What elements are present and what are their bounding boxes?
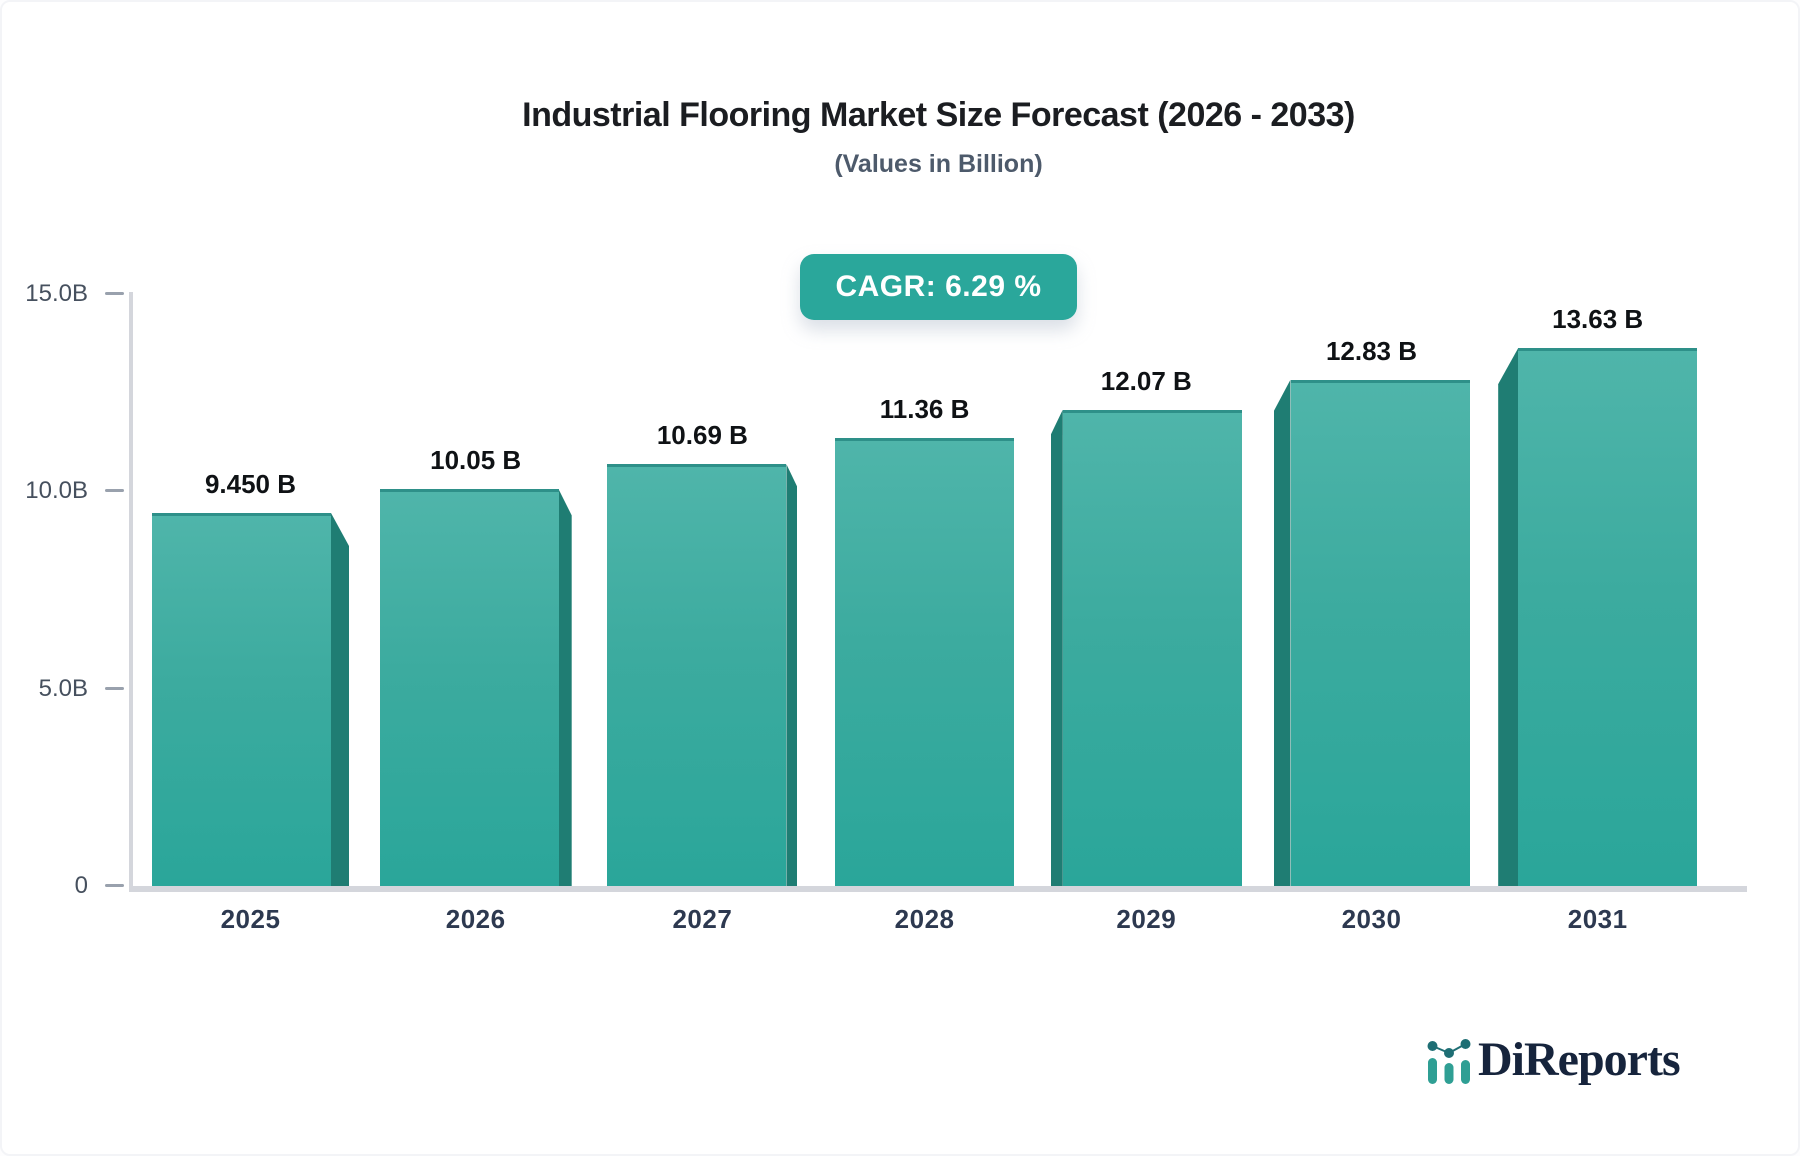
y-tick-mark bbox=[105, 292, 124, 295]
y-tick-label: 10.0B bbox=[25, 477, 88, 505]
bar-side-panel bbox=[331, 513, 349, 886]
x-axis-label: 2025 bbox=[220, 904, 281, 934]
x-axis-label: 2031 bbox=[1567, 904, 1628, 934]
y-tick-mark bbox=[105, 489, 124, 493]
bar-value-label: 12.83 B bbox=[1325, 335, 1418, 366]
bar-column bbox=[379, 489, 572, 886]
x-axis-label: 2030 bbox=[1341, 904, 1402, 934]
bar-face bbox=[379, 489, 559, 886]
bar-face bbox=[607, 464, 787, 886]
bar-side-panel bbox=[558, 489, 572, 886]
bar-side-panel bbox=[1273, 379, 1291, 886]
y-tick-label: 0 bbox=[74, 872, 88, 899]
bar-value-label: 13.63 B bbox=[1552, 304, 1644, 335]
y-tick-mark bbox=[105, 686, 124, 690]
y-tick-label: 15.0B bbox=[25, 280, 88, 307]
chart-title: Industrial Flooring Market Size Forecast… bbox=[522, 96, 1355, 134]
chart-subtitle: (Values in Billion) bbox=[834, 150, 1043, 178]
cagr-badge-wrap: CAGR: 6.29 % bbox=[132, 254, 1745, 320]
bar-face bbox=[835, 437, 1015, 886]
bar-column bbox=[835, 437, 1015, 886]
bar-value-label: 10.69 B bbox=[656, 420, 748, 451]
logo-chart-icon bbox=[1427, 1039, 1471, 1084]
y-tick-mark bbox=[105, 884, 124, 887]
bar-value-label: 9.450 B bbox=[204, 469, 297, 500]
bar-value-label: 12.07 B bbox=[1100, 365, 1192, 396]
bar-column bbox=[152, 513, 349, 886]
x-axis-label: 2029 bbox=[1116, 904, 1177, 934]
bar-column bbox=[607, 464, 798, 886]
x-axis-line bbox=[129, 886, 1747, 892]
bar-face bbox=[1518, 348, 1698, 886]
bar-side-panel bbox=[786, 464, 798, 886]
direports-logo: DiReports bbox=[1426, 1028, 1681, 1092]
x-axis-label: 2028 bbox=[894, 904, 955, 934]
cagr-badge: CAGR: 6.29 % bbox=[800, 254, 1077, 320]
bar-face bbox=[1290, 379, 1470, 886]
bar-face bbox=[152, 513, 331, 886]
x-axis-label: 2027 bbox=[672, 904, 733, 934]
bar-side-panel bbox=[1498, 348, 1519, 886]
bar-value-label: 11.36 B bbox=[879, 393, 970, 424]
bar-column bbox=[1498, 348, 1698, 886]
x-axis-label: 2026 bbox=[445, 904, 506, 934]
bar-face bbox=[1062, 409, 1242, 886]
bar-value-label: 10.05 B bbox=[430, 445, 522, 476]
bar-column bbox=[1273, 379, 1470, 886]
bar-column bbox=[1050, 409, 1242, 886]
logo-text: DiReports bbox=[1478, 1033, 1681, 1086]
y-axis-line bbox=[129, 292, 133, 892]
bar-side-panel bbox=[1050, 409, 1063, 886]
y-tick-label: 5.0B bbox=[38, 674, 88, 702]
